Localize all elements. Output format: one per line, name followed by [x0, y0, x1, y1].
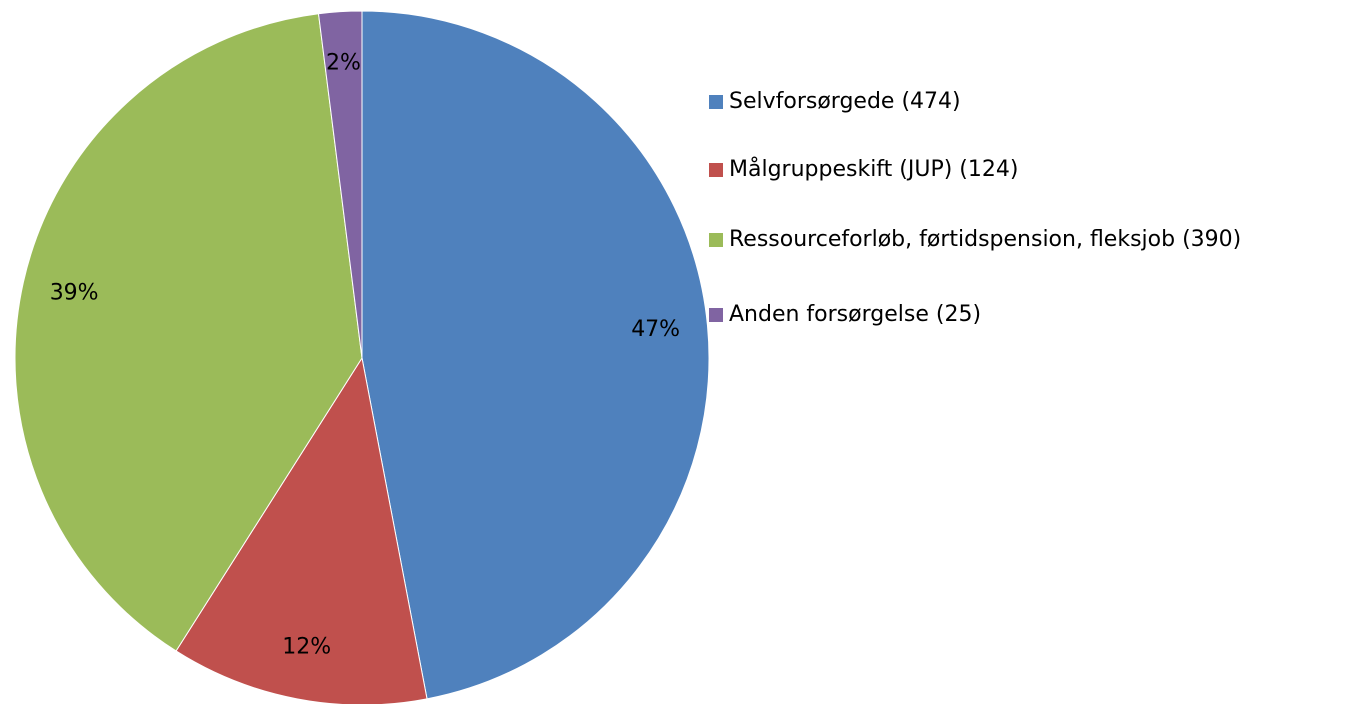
pie-slice: [361, 10, 710, 700]
pie-slice: [175, 356, 428, 704]
legend-label: Selvforsørgede (474): [729, 89, 961, 114]
legend-label: Målgruppeskift (JUP) (124): [729, 156, 1018, 182]
legend-swatch: [709, 163, 723, 177]
data-label: 12%: [282, 635, 331, 660]
data-label: 2%: [326, 51, 361, 76]
legend-label: Ressourceforløb, førtidspension, fleksjo…: [729, 227, 1241, 252]
legend-swatch: [709, 308, 723, 322]
pie-slice: [14, 13, 363, 652]
legend-swatch: [709, 233, 723, 247]
pie-slice: [317, 10, 363, 359]
data-label: 39%: [50, 281, 99, 306]
legend-swatch: [709, 95, 723, 109]
data-label: 47%: [631, 317, 680, 342]
legend-label: Anden forsørgelse (25): [729, 302, 981, 327]
